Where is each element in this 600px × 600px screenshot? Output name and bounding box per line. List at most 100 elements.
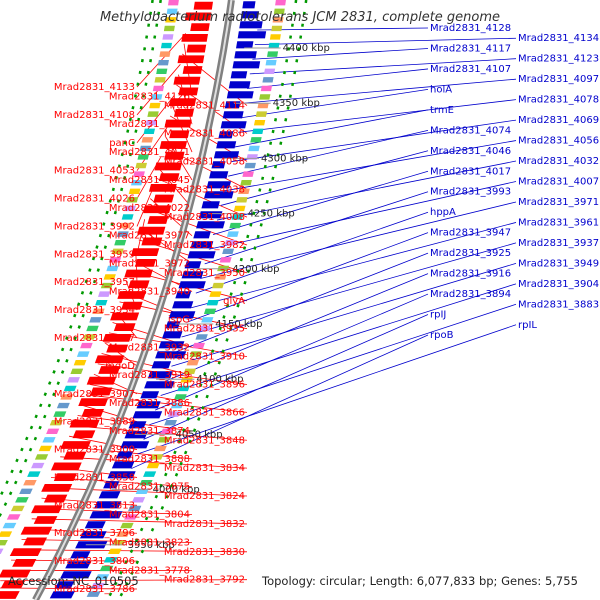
cog-feature (53, 411, 67, 417)
cog-feature (255, 111, 268, 117)
left-gene-label: Mrad2831_3889 (54, 417, 135, 428)
cog-feature (135, 162, 147, 169)
cog-feature (141, 137, 154, 143)
forward-gene (12, 558, 37, 567)
cog-feature (76, 351, 90, 357)
right-label-connector (216, 160, 517, 221)
right-label-connector (241, 89, 429, 119)
cog-feature (95, 574, 110, 580)
forward-gene (141, 237, 163, 246)
kbp-tick-label: 4150 kbp (215, 319, 262, 330)
cog-feature (212, 282, 225, 289)
reverse-gene (201, 201, 220, 209)
right-label-connector (137, 324, 517, 455)
forward-gene (182, 66, 203, 74)
cog-feature (248, 145, 260, 152)
left-gene-label: Mrad2831_3786 (54, 584, 135, 595)
forward-gene (130, 248, 160, 257)
reverse-gene (94, 501, 122, 509)
cog-feature (46, 428, 60, 434)
reverse-gene (107, 471, 136, 479)
cog-feature (6, 514, 21, 520)
forward-gene (164, 151, 185, 160)
left-gene-label: Mrad2831_3917 (54, 333, 135, 344)
right-label-connector (154, 293, 429, 411)
cog-feature (92, 308, 105, 314)
right-gene-label: Mrad2831_3937 (518, 238, 599, 249)
reverse-gene (220, 121, 247, 129)
cog-feature (242, 171, 254, 177)
cog-feature (49, 420, 63, 426)
left-gene-label: Mrad2831_3830 (164, 547, 245, 558)
left-gene-label: Mrad2831_3886 (109, 398, 190, 409)
cog-feature (226, 231, 239, 237)
forward-gene (121, 301, 143, 310)
cog-feature (56, 402, 70, 409)
right-gene-label: Mrad2831_3971 (518, 197, 599, 208)
forward-gene (137, 226, 166, 235)
left-gene-label: Mrad2831_4053 (54, 166, 135, 177)
kbp-tick-label: 4300 kbp (261, 153, 308, 164)
left-gene-label: Mrad2831_3848 (164, 435, 245, 446)
cog-feature (269, 34, 281, 40)
forward-gene (169, 130, 190, 139)
right-gene-label: Mrad2831_4069 (518, 115, 599, 126)
kbp-tick-label: 4250 kbp (248, 209, 295, 220)
left-gene-label: Mrad2831_3796 (54, 528, 135, 539)
reverse-gene (155, 351, 187, 359)
left-label-connector (21, 539, 193, 543)
cog-feature (137, 154, 150, 160)
cog-feature (67, 377, 80, 383)
left-gene-label: Mrad2831_3932 (109, 342, 190, 353)
left-gene-label: Mrad2831_3834 (164, 463, 245, 474)
left-gene-label: glyA (223, 296, 245, 307)
left-gene-label: mdoD (105, 361, 135, 372)
forward-gene (134, 258, 157, 267)
cog-feature (34, 454, 49, 460)
cog-feature (214, 274, 227, 280)
cog-feature (157, 437, 171, 443)
cog-feature (164, 420, 178, 426)
cog-feature (163, 25, 175, 32)
reverse-gene (84, 521, 106, 529)
reverse-gene (79, 531, 107, 539)
forward-gene (31, 505, 63, 514)
left-gene-label: Mrad2831_3896 (164, 379, 245, 390)
cog-feature (100, 282, 114, 289)
right-gene-label: hppA (430, 207, 456, 218)
cog-feature (174, 394, 187, 400)
reverse-gene (136, 401, 161, 409)
reverse-gene (49, 591, 75, 599)
forward-gene (41, 483, 73, 492)
left-gene-label: Mrad2831_3959 (54, 249, 135, 260)
reverse-gene (234, 51, 257, 59)
right-label-connector (208, 181, 517, 250)
left-gene-label: Mrad2831_4008 (164, 212, 245, 223)
cog-feature (260, 85, 273, 92)
right-gene-label: Mrad2831_4117 (430, 43, 511, 54)
cog-feature (160, 428, 174, 434)
left-gene-label: Mrad2831_4071 (109, 147, 190, 158)
cog-feature (130, 180, 143, 186)
cog-feature (0, 548, 4, 554)
right-label-connector (191, 222, 517, 309)
left-label-connector (81, 404, 138, 423)
forward-gene (102, 333, 132, 342)
reverse-gene (128, 421, 147, 429)
right-gene-label: Mrad2831_3947 (430, 228, 511, 239)
cog-feature (222, 248, 235, 254)
forward-gene (193, 1, 213, 10)
reverse-gene (103, 481, 120, 489)
forward-gene (23, 537, 48, 546)
reverse-gene (242, 1, 256, 9)
left-gene-label: Mrad2831_4108 (54, 110, 135, 121)
kbp-tick-label: 4400 kbp (283, 43, 330, 54)
reverse-gene (209, 171, 229, 179)
reverse-gene (120, 441, 150, 449)
cog-feature (252, 128, 264, 134)
cog-feature (189, 351, 203, 357)
cog-feature (244, 162, 256, 169)
right-label-connector (254, 37, 517, 46)
cog-feature (83, 334, 96, 340)
right-gene-label: holA (430, 84, 452, 95)
